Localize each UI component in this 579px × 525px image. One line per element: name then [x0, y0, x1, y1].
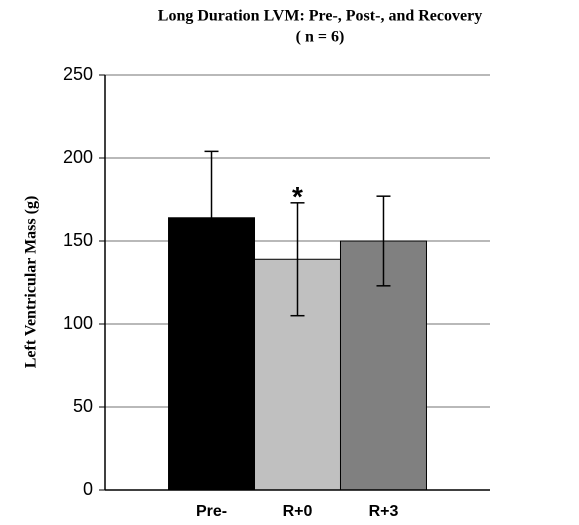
annotation: * — [292, 181, 303, 212]
y-tick-label: 250 — [63, 64, 93, 84]
x-tick-label: Pre- — [196, 503, 227, 520]
y-tick-label: 100 — [63, 313, 93, 333]
y-tick-label: 200 — [63, 147, 93, 167]
x-tick-label: R+3 — [369, 503, 399, 520]
y-axis-label: Left Ventricular Mass (g) — [23, 196, 40, 369]
x-tick-label: R+0 — [283, 503, 313, 520]
y-tick-label: 150 — [63, 230, 93, 250]
chart-title: Long Duration LVM: Pre-, Post-, and Reco… — [158, 8, 482, 25]
y-tick-label: 0 — [83, 479, 93, 499]
y-tick-label: 50 — [73, 396, 93, 416]
chart-subtitle: ( n = 6) — [296, 29, 345, 46]
